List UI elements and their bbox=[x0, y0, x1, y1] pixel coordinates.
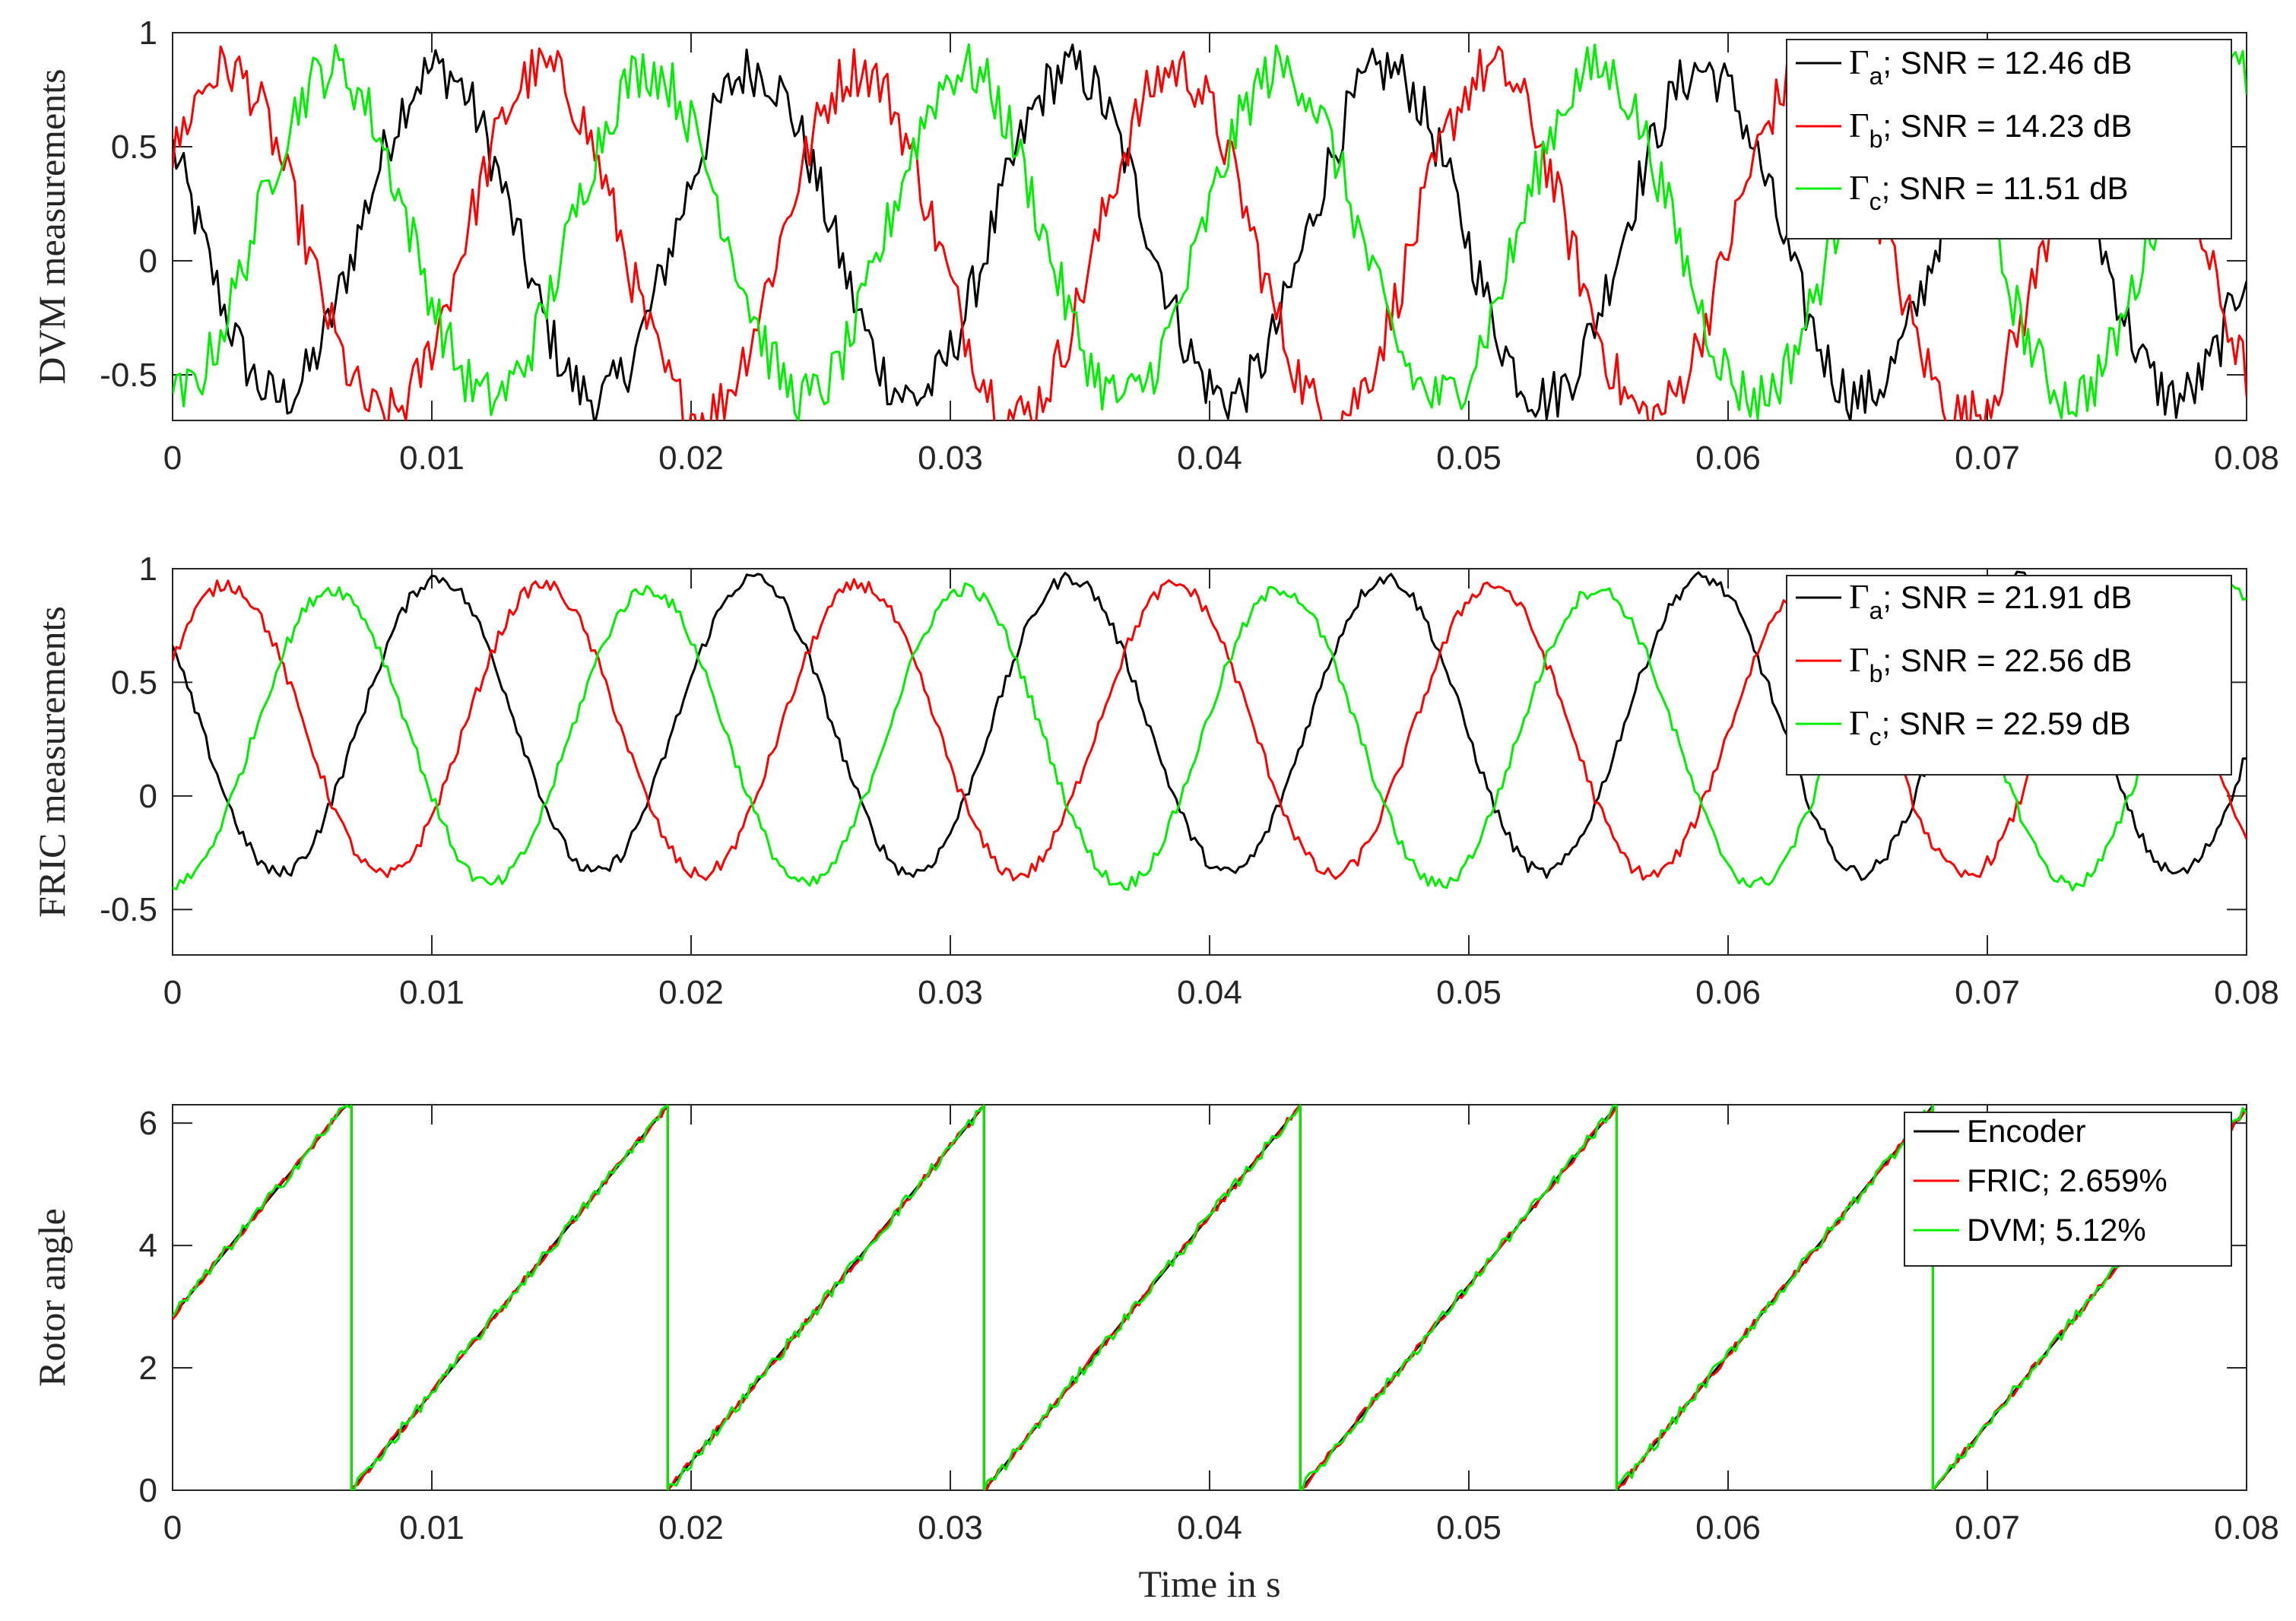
x-tick-label: 0.01 bbox=[399, 1509, 465, 1546]
y-tick-label: 1 bbox=[139, 550, 157, 588]
x-tick-label: 0.06 bbox=[1695, 1509, 1761, 1546]
legend-entry: DVM; 5.12% bbox=[1967, 1212, 2146, 1248]
x-tick-label: 0.03 bbox=[918, 1509, 983, 1546]
x-tick-label: 0.04 bbox=[1177, 1509, 1242, 1546]
x-tick-label: 0.07 bbox=[1955, 974, 2020, 1011]
y-tick-label: 4 bbox=[139, 1227, 157, 1264]
x-tick-label: 0.04 bbox=[1177, 974, 1242, 1011]
x-tick-label: 0.07 bbox=[1955, 1509, 2020, 1546]
legend-box bbox=[1786, 575, 2232, 776]
legend-entry: Γb; SNR = 14.23 dB bbox=[1849, 106, 2132, 153]
x-tick-label: 0.08 bbox=[2214, 1509, 2279, 1546]
x-tick-label: 0.02 bbox=[658, 974, 724, 1011]
y-tick-label: 0.5 bbox=[111, 128, 157, 166]
x-tick-label: 0.02 bbox=[658, 439, 724, 477]
x-tick-label: 0.04 bbox=[1177, 439, 1242, 477]
legend-entry: Γc; SNR = 11.51 dB bbox=[1849, 168, 2129, 215]
x-tick-label: 0.06 bbox=[1695, 439, 1761, 477]
y-axis-label: DVM measurements bbox=[30, 68, 73, 384]
x-tick-label: 0.05 bbox=[1436, 439, 1502, 477]
legend: Encoder FRIC; 2.659% DVM; 5.12% bbox=[1904, 1112, 2232, 1267]
x-tick-label: 0.03 bbox=[918, 439, 983, 477]
legend-entry: Γa; SNR = 21.91 dB bbox=[1849, 577, 2132, 624]
x-tick-label: 0.02 bbox=[658, 1509, 724, 1546]
legend-entry: Γa; SNR = 12.46 dB bbox=[1849, 43, 2132, 90]
x-tick-label: 0 bbox=[163, 1509, 182, 1546]
y-tick-label: -0.5 bbox=[100, 357, 157, 394]
series-line-1 bbox=[173, 43, 2247, 420]
x-tick-label: 0 bbox=[163, 974, 182, 1011]
x-tick-label: 0.01 bbox=[399, 439, 465, 477]
y-tick-label: 1 bbox=[139, 14, 157, 52]
x-tick-label: 0.05 bbox=[1436, 974, 1502, 1011]
x-tick-label: 0.08 bbox=[2214, 974, 2279, 1011]
x-tick-label: 0.08 bbox=[2214, 439, 2279, 477]
legend-entry: Encoder bbox=[1967, 1113, 2085, 1149]
y-tick-label: 0 bbox=[139, 778, 157, 815]
x-tick-label: 0.06 bbox=[1695, 974, 1761, 1011]
series-line-3 bbox=[173, 1105, 2247, 1490]
legend: Γa; SNR = 12.46 dB Γb; SNR = 14.23 dB Γc; … bbox=[1786, 39, 2232, 240]
x-tick-label: 0 bbox=[163, 439, 182, 477]
legend-entry: Γb; SNR = 22.56 dB bbox=[1849, 640, 2132, 687]
legend-entry: FRIC; 2.659% bbox=[1967, 1163, 2168, 1198]
legend: Γa; SNR = 21.91 dB Γb; SNR = 22.56 dB Γc; … bbox=[1786, 575, 2232, 776]
y-tick-label: 0 bbox=[139, 243, 157, 280]
y-tick-label: 6 bbox=[139, 1105, 157, 1142]
legend-box bbox=[1904, 1112, 2232, 1267]
x-tick-label: 0.07 bbox=[1955, 439, 2020, 477]
plot-area bbox=[173, 1105, 2247, 1490]
panel-1: 0 0.01 0.02 0.03 0.04 0.05 0.06 0.07 0.08 1 0.5 0 -0… bbox=[30, 14, 2279, 477]
y-tick-label: 0.5 bbox=[111, 664, 157, 701]
panel-3: 0 0.01 0.02 0.03 0.04 0.05 0.06 0.07 0.08 6 4 2 0 Rot… bbox=[30, 1104, 2279, 1605]
x-tick-label: 0.03 bbox=[918, 974, 983, 1011]
x-tick-label: 0.05 bbox=[1436, 1509, 1502, 1546]
y-tick-label: 0 bbox=[139, 1472, 157, 1509]
y-tick-label: 2 bbox=[139, 1350, 157, 1387]
legend-entry: Γc; SNR = 22.59 dB bbox=[1849, 703, 2131, 750]
x-axis-label: Time in s bbox=[1138, 1562, 1280, 1605]
series-line-2 bbox=[173, 45, 2247, 420]
series-line-1 bbox=[173, 570, 2247, 881]
x-tick-label: 0.01 bbox=[399, 974, 465, 1011]
panel-2: 0 0.01 0.02 0.03 0.04 0.05 0.06 0.07 0.08 1 0.5 0 -0… bbox=[30, 550, 2279, 1011]
legend-box bbox=[1786, 39, 2232, 240]
y-axis-label: Rotor angle bbox=[30, 1208, 73, 1387]
y-tick-label: -0.5 bbox=[100, 891, 157, 928]
y-axis-label: FRIC measurements bbox=[30, 606, 73, 918]
